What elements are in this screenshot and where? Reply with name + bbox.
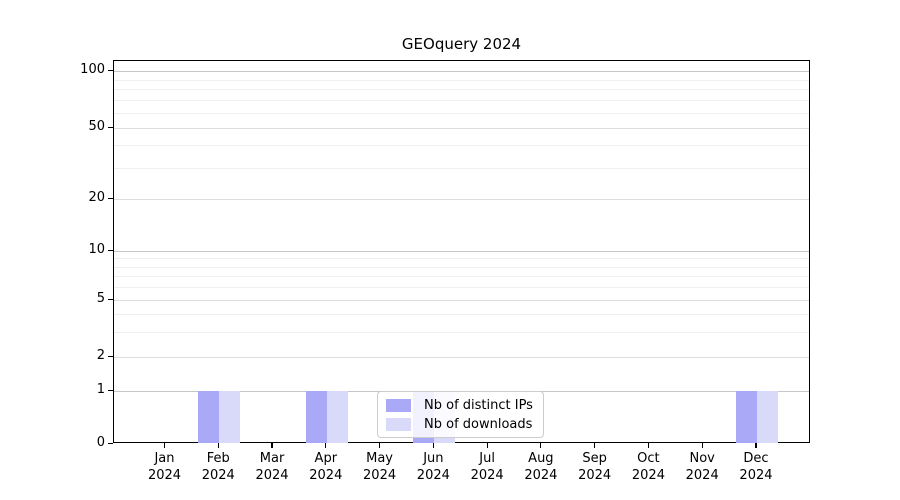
x-axis-tick-label: Sep 2024 <box>578 451 612 483</box>
bar-nb-of-distinct-ips-feb <box>198 391 220 443</box>
gridline-minor <box>114 100 809 102</box>
y-axis-tick-label: 10 <box>88 242 105 257</box>
x-axis-tick <box>325 443 327 448</box>
x-axis-tick-label: Jan 2024 <box>147 451 182 483</box>
legend: Nb of distinct IPs Nb of downloads <box>377 391 544 438</box>
x-axis-tick <box>540 443 542 448</box>
x-axis-tick-label: Jun 2024 <box>416 451 450 483</box>
legend-swatch-icon <box>386 417 411 431</box>
x-axis-tick-label: Jul 2024 <box>470 451 504 483</box>
legend-label: Nb of downloads <box>424 416 533 432</box>
gridline-major <box>114 357 809 358</box>
y-axis-tick-label: 20 <box>88 190 105 205</box>
legend-label: Nb of distinct IPs <box>424 397 533 413</box>
x-axis-tick-label: May 2024 <box>363 451 397 483</box>
y-axis-tick-label: 0 <box>96 435 105 450</box>
y-axis-tick <box>108 389 113 391</box>
y-axis-tick <box>108 442 113 444</box>
gridline-major <box>114 300 809 301</box>
bar-nb-of-downloads-apr <box>326 391 348 443</box>
x-axis-tick <box>647 443 650 448</box>
gridline-major <box>114 199 809 200</box>
x-axis-tick <box>594 443 596 448</box>
legend-item: Nb of downloads <box>386 416 533 432</box>
bar-nb-of-downloads-feb <box>219 391 241 443</box>
gridline-major <box>114 251 809 252</box>
y-axis-tick <box>108 126 113 128</box>
x-axis-tick-label: Aug 2024 <box>524 451 558 483</box>
x-axis-tick-label: Nov 2024 <box>685 451 719 483</box>
y-axis-tick <box>108 298 113 300</box>
gridline-major <box>114 128 809 129</box>
x-axis-tick-label: Apr 2024 <box>309 451 343 483</box>
y-axis-tick <box>108 249 113 251</box>
bar-nb-of-downloads-dec <box>756 391 778 443</box>
x-axis-tick-label: Oct 2024 <box>631 451 665 483</box>
y-axis-tick-label: 1 <box>96 382 105 397</box>
y-axis-tick <box>108 355 113 357</box>
y-axis-tick-label: 5 <box>96 291 105 306</box>
gridline-minor <box>114 287 809 289</box>
gridline-minor <box>114 266 809 268</box>
x-axis-tick <box>378 443 381 448</box>
gridline-minor <box>114 258 809 260</box>
gridline-minor <box>114 331 809 333</box>
legend-swatch-icon <box>386 398 411 412</box>
x-axis-tick <box>217 443 219 448</box>
y-axis-tick-label: 50 <box>88 119 105 134</box>
x-axis-tick-label: Feb 2024 <box>201 451 235 483</box>
plot-area <box>113 60 810 443</box>
y-axis-tick-label: 100 <box>80 62 105 77</box>
legend-item: Nb of distinct IPs <box>386 397 533 413</box>
gridline-minor <box>114 276 809 278</box>
y-axis-tick <box>108 197 113 199</box>
x-axis-tick <box>701 443 703 448</box>
bar-nb-of-distinct-ips-apr <box>305 391 327 443</box>
x-axis-tick <box>755 443 757 448</box>
x-axis-tick <box>163 443 166 448</box>
gridline-minor <box>114 79 809 81</box>
y-axis-tick-label: 2 <box>96 348 105 363</box>
gridline-minor <box>114 313 809 315</box>
gridline-minor <box>114 167 809 169</box>
x-axis-tick <box>486 443 488 448</box>
x-axis-tick-label: Mar 2024 <box>255 451 289 483</box>
gridline-minor <box>114 89 809 91</box>
chart-title: GEOquery 2024 <box>401 35 522 53</box>
gridline-major <box>114 71 809 72</box>
gridline-minor <box>114 145 809 147</box>
x-axis-tick <box>432 443 434 448</box>
y-axis-tick <box>108 69 113 71</box>
x-axis-tick <box>271 443 273 448</box>
bar-nb-of-distinct-ips-dec <box>735 391 757 443</box>
x-axis-tick-label: Dec 2024 <box>739 451 773 483</box>
gridline-minor <box>114 113 809 114</box>
